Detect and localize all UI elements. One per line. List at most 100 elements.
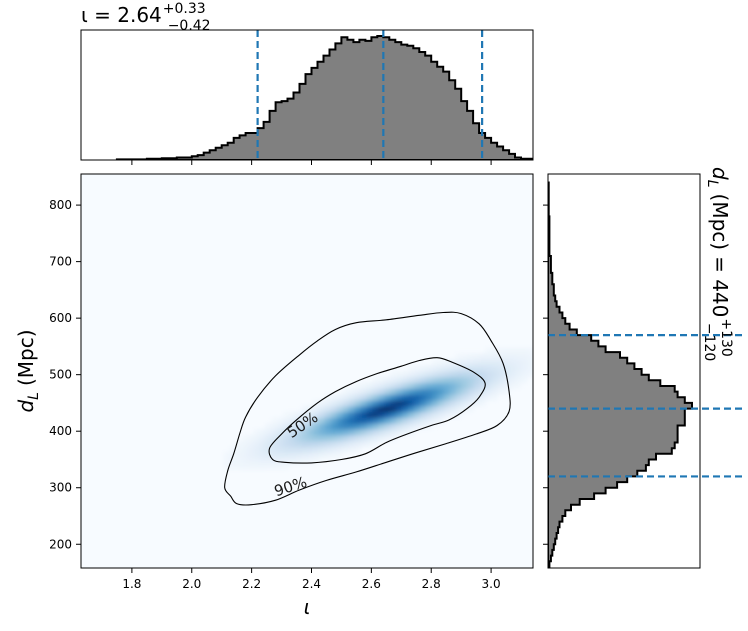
density-cell xyxy=(414,400,421,407)
density-cell xyxy=(431,394,439,401)
density-cell xyxy=(402,382,409,389)
density-cell xyxy=(509,347,516,355)
density-cell xyxy=(431,388,439,395)
density-cell xyxy=(283,423,290,430)
density-cell xyxy=(396,405,403,413)
density-cell xyxy=(396,394,403,401)
density-cell xyxy=(318,417,326,424)
density-cell xyxy=(283,446,290,453)
density-cell xyxy=(259,452,266,459)
density-cell xyxy=(390,400,397,407)
density-cell xyxy=(241,452,249,459)
density-cell xyxy=(455,394,463,401)
density-cell xyxy=(366,388,373,395)
density-cell xyxy=(408,394,415,401)
density-cell xyxy=(384,376,391,384)
density-cell xyxy=(527,347,533,355)
density-cell xyxy=(372,428,379,436)
density-cell xyxy=(437,365,445,372)
density-cell xyxy=(402,376,409,384)
density-cell xyxy=(420,400,427,407)
density-cell xyxy=(366,394,373,401)
x-tick-label: 2.8 xyxy=(422,577,441,591)
density-cell xyxy=(384,428,391,436)
density-cell xyxy=(408,417,415,424)
density-cell xyxy=(408,388,415,395)
density-cell xyxy=(348,411,356,418)
density-cell xyxy=(420,394,427,401)
density-cell xyxy=(425,411,433,418)
density-cell xyxy=(330,394,338,401)
density-cell xyxy=(408,371,415,378)
density-cell xyxy=(366,428,373,436)
density-cell xyxy=(295,423,302,430)
density-cell xyxy=(354,388,362,395)
density-cell xyxy=(384,400,391,407)
density-cell xyxy=(509,353,516,360)
density-cell xyxy=(330,452,338,459)
density-cell xyxy=(360,423,367,430)
density-cell xyxy=(449,411,457,418)
density-cell xyxy=(336,417,344,424)
density-cell xyxy=(342,400,350,407)
density-cell xyxy=(289,452,296,459)
density-cell xyxy=(295,440,302,447)
density-cell xyxy=(378,417,385,424)
density-cell xyxy=(443,365,451,372)
density-cell xyxy=(318,400,326,407)
density-cell xyxy=(420,417,427,424)
density-cell xyxy=(336,405,344,413)
density-cell xyxy=(330,434,338,442)
density-cell xyxy=(479,394,486,401)
density-cell xyxy=(485,371,492,378)
density-cell xyxy=(431,382,439,389)
density-cell xyxy=(414,417,421,424)
density-cell xyxy=(247,440,254,447)
density-cell xyxy=(425,365,433,372)
density-cell xyxy=(354,446,362,453)
density-cell xyxy=(396,376,403,384)
density-cell xyxy=(330,411,338,418)
density-cell xyxy=(289,417,296,424)
density-cell xyxy=(265,452,272,459)
density-cell xyxy=(390,411,397,418)
density-cell xyxy=(420,376,427,384)
density-cell xyxy=(229,457,237,465)
density-cell xyxy=(431,417,439,424)
density-cell xyxy=(289,428,296,436)
density-cell xyxy=(491,365,498,372)
density-cell xyxy=(253,446,260,453)
density-cell xyxy=(330,405,338,413)
density-cell xyxy=(443,394,451,401)
x-tick-label: 1.8 xyxy=(122,577,141,591)
density-cell xyxy=(372,405,379,413)
density-cell xyxy=(485,394,492,401)
density-cell xyxy=(253,463,260,471)
density-cell xyxy=(271,452,278,459)
density-cell xyxy=(527,359,533,366)
density-cell xyxy=(402,423,409,430)
density-cell xyxy=(318,405,326,413)
density-cell xyxy=(461,376,469,384)
density-cell xyxy=(408,376,415,384)
svg-text:dL(Mpc)= 440+130−120: dL(Mpc)= 440+130−120 xyxy=(701,167,734,361)
density-cell xyxy=(301,405,308,413)
density-cell xyxy=(396,411,403,418)
density-cell xyxy=(366,434,373,442)
density-cell xyxy=(402,417,409,424)
density-cell xyxy=(360,394,367,401)
density-cell xyxy=(354,382,362,389)
density-cell xyxy=(414,394,421,401)
density-cell xyxy=(479,382,486,389)
density-cell xyxy=(318,446,326,453)
density-cell xyxy=(289,440,296,447)
density-cell xyxy=(360,405,367,413)
density-cell xyxy=(485,376,492,384)
density-cell xyxy=(425,405,433,413)
density-cell xyxy=(384,394,391,401)
density-cell xyxy=(491,376,498,384)
density-cell xyxy=(360,428,367,436)
density-cell xyxy=(396,382,403,389)
density-cell xyxy=(521,353,528,360)
